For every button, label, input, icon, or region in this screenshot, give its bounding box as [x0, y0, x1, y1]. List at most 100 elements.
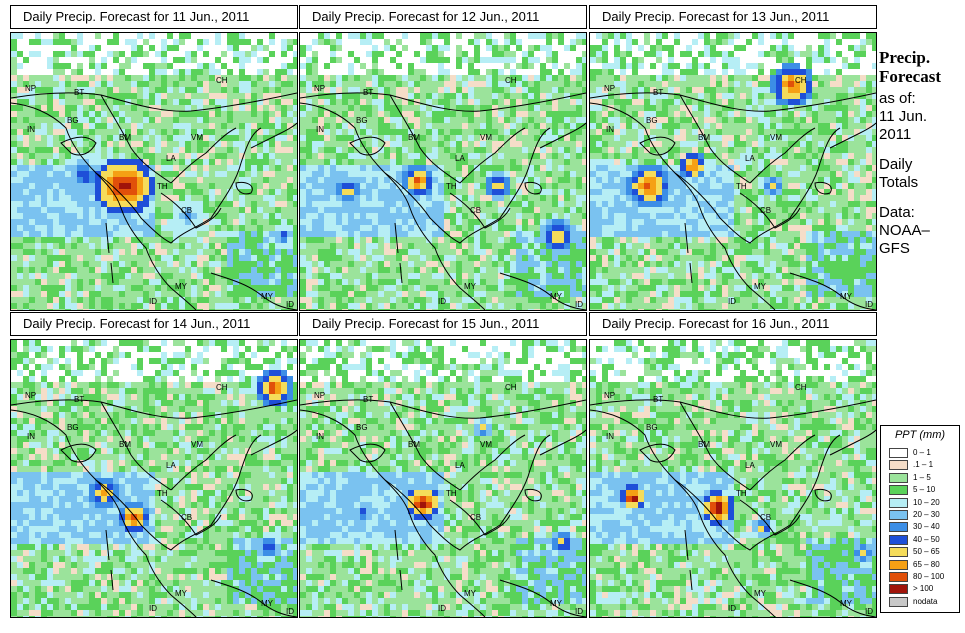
country-label: NP [25, 391, 36, 400]
forecast-info: Precip. Forecast as of: 11 Jun. 2011 Dai… [879, 48, 963, 258]
country-label: BG [356, 116, 368, 125]
country-label: BM [698, 440, 710, 449]
precip-map: NP BT CH IN BG BM VM LA TH CB MY ID MY ID [589, 339, 877, 618]
precip-map: NP BT CH IN BG BM VM LA TH CB MY ID MY ID [10, 339, 298, 618]
legend-swatch [889, 497, 908, 508]
country-label: CB [470, 206, 481, 215]
country-label: MY [175, 589, 188, 598]
country-label: NP [314, 84, 325, 93]
legend-swatch [889, 547, 908, 558]
country-label: BG [646, 116, 658, 125]
country-label: VM [191, 133, 203, 142]
country-label: CB [760, 206, 771, 215]
panel-title: Daily Precip. Forecast for 15 Jun., 2011 [299, 312, 587, 336]
heading-precip: Precip. [879, 48, 931, 67]
country-label: IN [316, 125, 324, 134]
legend-label: 65 – 80 [913, 559, 940, 569]
country-label: BT [653, 88, 663, 97]
country-label: VM [770, 440, 782, 449]
legend-label: 20 – 30 [913, 510, 940, 519]
country-label: MY [464, 589, 477, 598]
country-label: CB [181, 206, 192, 215]
country-label: TH [446, 182, 457, 191]
country-label: MY [754, 589, 767, 598]
data-source-1: NOAA– [879, 222, 930, 239]
legend-title: PPT (mm) [894, 429, 946, 441]
country-label: BM [119, 133, 131, 142]
country-label: NP [604, 391, 615, 400]
country-label: LA [745, 461, 755, 470]
country-label: LA [166, 461, 176, 470]
forecast-panel: Daily Precip. Forecast for 14 Jun., 2011… [10, 312, 298, 618]
country-label: LA [745, 154, 755, 163]
country-label: VM [770, 133, 782, 142]
legend-swatch [889, 448, 908, 458]
country-label: TH [157, 182, 168, 191]
country-label: ID [865, 607, 873, 616]
panel-title: Daily Precip. Forecast for 12 Jun., 2011 [299, 5, 587, 29]
legend-swatch [889, 522, 908, 533]
precip-map: NP BT CH IN BG BM VM LA TH CB MY ID MY ID [299, 32, 587, 311]
country-label: LA [455, 461, 465, 470]
country-label: NP [25, 84, 36, 93]
legend-label: 0 – 1 [913, 448, 931, 457]
legend-swatch [889, 534, 908, 545]
legend-swatch [889, 559, 908, 570]
panel-title: Daily Precip. Forecast for 13 Jun., 2011 [589, 5, 877, 29]
legend-swatch [889, 584, 908, 595]
country-label: IN [316, 432, 324, 441]
country-label: VM [191, 440, 203, 449]
precip-map: NP BT CH IN BG BM VM LA TH CB MY ID MY ID [10, 32, 298, 311]
forecast-panel: Daily Precip. Forecast for 15 Jun., 2011… [299, 312, 587, 618]
country-label: BM [119, 440, 131, 449]
country-label: MY [754, 282, 767, 291]
country-label: ID [149, 604, 157, 613]
legend-label: 80 – 100 [913, 572, 945, 581]
data-source-2: GFS [879, 240, 910, 257]
country-label: BM [698, 133, 710, 142]
country-label: BG [356, 423, 368, 432]
panel-title: Daily Precip. Forecast for 11 Jun., 2011 [10, 5, 298, 29]
country-label: TH [157, 489, 168, 498]
country-label: CH [505, 76, 517, 85]
country-label: MY [550, 599, 563, 608]
country-label: NP [314, 391, 325, 400]
panel-title: Daily Precip. Forecast for 16 Jun., 2011 [589, 312, 877, 336]
panel-title: Daily Precip. Forecast for 14 Jun., 2011 [10, 312, 298, 336]
forecast-panel: Daily Precip. Forecast for 16 Jun., 2011… [589, 312, 877, 618]
legend-label: nodata [913, 596, 938, 606]
country-label: CB [760, 513, 771, 522]
country-label: BT [363, 395, 373, 404]
country-label: BM [408, 440, 420, 449]
country-label: IN [606, 432, 614, 441]
country-label: BM [408, 133, 420, 142]
country-label: TH [446, 489, 457, 498]
country-label: ID [575, 300, 583, 309]
country-label: ID [149, 297, 157, 306]
country-label: MY [261, 599, 274, 608]
legend-swatch [889, 485, 908, 496]
forecast-panel: Daily Precip. Forecast for 12 Jun., 2011… [299, 5, 587, 311]
country-label: CH [795, 76, 807, 85]
totals-label: Totals [879, 174, 919, 191]
data-label: Data: [879, 204, 915, 221]
country-label: TH [736, 489, 747, 498]
legend-label: > 100 [913, 584, 934, 594]
country-label: ID [728, 604, 736, 613]
country-label: BG [67, 116, 79, 125]
forecast-panel: Daily Precip. Forecast for 11 Jun., 2011… [10, 5, 298, 311]
country-label: IN [606, 125, 614, 134]
daily-label: Daily [879, 156, 913, 173]
legend: PPT (mm) 0 – 1 .1 – 1 1 – 5 5 – 10 10 – 20 20… [880, 425, 960, 613]
country-label: ID [575, 607, 583, 616]
country-label: MY [840, 292, 853, 301]
country-label: BG [67, 423, 79, 432]
country-label: MY [464, 282, 477, 291]
country-label: BT [653, 395, 663, 404]
country-label: VM [480, 440, 492, 449]
precip-map: NP BT CH IN BG BM VM LA TH CB MY ID MY ID [299, 339, 587, 618]
country-label: BG [646, 423, 658, 432]
country-label: ID [438, 604, 446, 613]
legend-label: 1 – 5 [913, 472, 931, 482]
country-label: MY [840, 599, 853, 608]
